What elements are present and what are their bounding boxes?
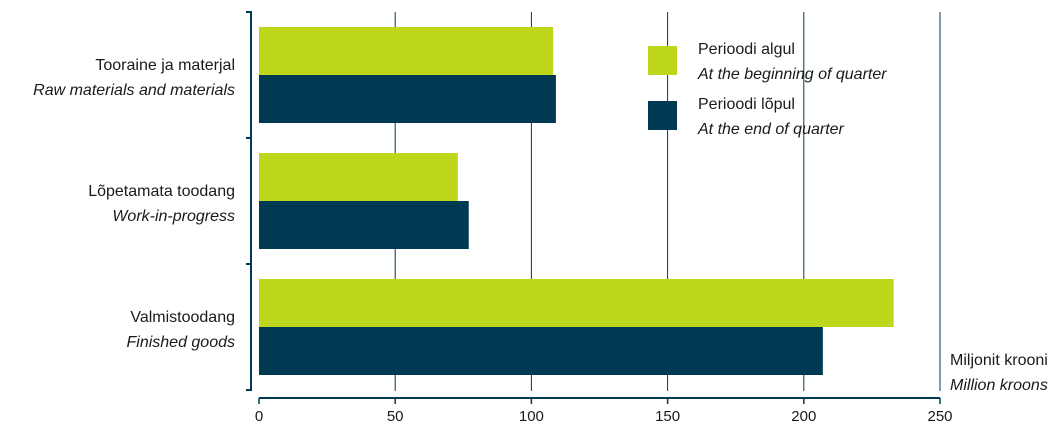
legend-label-start-en: At the beginning of quarter <box>697 66 887 83</box>
bar <box>259 201 469 249</box>
axes <box>246 11 941 404</box>
bar <box>259 327 823 375</box>
legend-label-end: Perioodi lõpul <box>698 96 795 113</box>
x-tick-label: 250 <box>927 408 952 425</box>
category-label-en: Raw materials and materials <box>33 82 235 99</box>
unit-label-et: Miljonit krooni <box>950 352 1048 369</box>
bar <box>259 27 554 75</box>
x-tick-label: 100 <box>519 408 544 425</box>
legend: Perioodi algul At the beginning of quart… <box>648 41 887 138</box>
legend-label-start: Perioodi algul <box>698 41 795 58</box>
legend-label-end-en: At the end of quarter <box>697 121 845 138</box>
bar <box>259 75 556 123</box>
x-tick-label: 50 <box>387 408 404 425</box>
legend-swatch-start <box>648 46 677 75</box>
bars <box>259 27 894 375</box>
category-labels: Tooraine ja materjal Raw materials and ma… <box>33 57 235 351</box>
category-label-en: Work-in-progress <box>112 208 235 225</box>
category-label: Valmistoodang <box>130 309 235 326</box>
unit-label: Miljonit krooni Million kroons <box>950 352 1048 394</box>
x-tick-label: 200 <box>791 408 816 425</box>
category-label: Tooraine ja materjal <box>95 57 235 74</box>
unit-label-en: Million kroons <box>950 377 1048 394</box>
x-tick-labels: 0 50 100 150 200 250 <box>255 408 953 425</box>
legend-swatch-end <box>648 101 677 130</box>
x-tick-label: 150 <box>655 408 680 425</box>
x-tick-label: 0 <box>255 408 263 425</box>
bar <box>259 279 894 327</box>
bar <box>259 153 458 201</box>
category-label-en: Finished goods <box>126 334 235 351</box>
category-label: Lõpetamata toodang <box>88 183 235 200</box>
